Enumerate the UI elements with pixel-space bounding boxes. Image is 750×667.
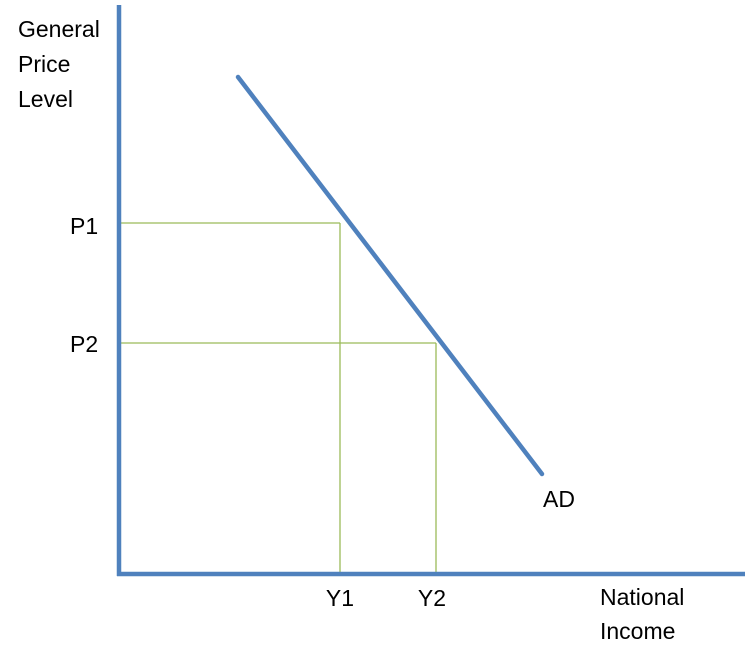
income-label: Y1: [326, 585, 354, 611]
y-axis-label: Level: [18, 86, 73, 112]
curve-label: AD: [543, 486, 575, 512]
guides: [121, 222, 437, 572]
income-label: Y2: [418, 585, 446, 611]
y-axis-label: Price: [18, 51, 70, 77]
ad-curve: [235, 74, 545, 477]
x-axis-label: Income: [600, 618, 675, 644]
y-axis-label: General: [18, 16, 100, 42]
price-label: P1: [70, 213, 98, 239]
price-label: P2: [70, 331, 98, 357]
x-axis-label: National: [600, 584, 684, 610]
